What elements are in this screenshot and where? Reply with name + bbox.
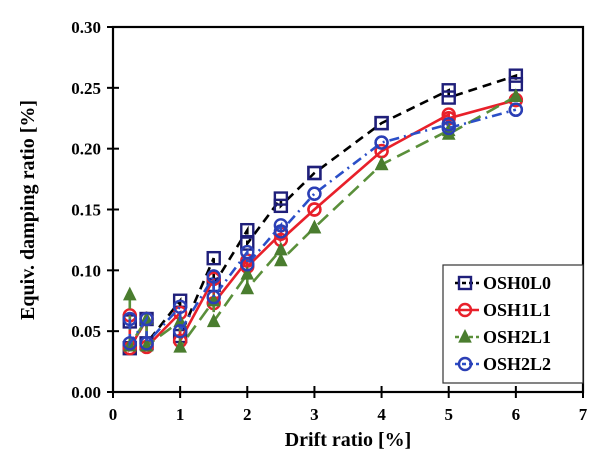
y-tick-label: 0.30: [71, 18, 101, 37]
x-tick-label: 4: [377, 405, 386, 424]
data-point: [122, 286, 137, 301]
data-point: [441, 120, 456, 136]
y-axis-title: Equiv. damping ratio [%]: [17, 100, 39, 320]
axes-layer: 0 1 2 3 4 5 6 7 0.00 0.05 0.10 0.15 0.20 0.25 0.30: [71, 18, 588, 424]
x-tick-label: 3: [310, 405, 319, 424]
data-point: [122, 311, 137, 327]
series-osh2l2: [122, 102, 524, 351]
x-tick-label: 2: [243, 405, 252, 424]
data-point: [273, 218, 289, 233]
legend-marker-open-circle-icon: [457, 356, 473, 372]
y-tick-label: 0.05: [71, 322, 101, 341]
y-tick-label: 0.25: [71, 79, 101, 98]
data-point: [441, 90, 456, 105]
legend-label: OSH2L1: [483, 327, 551, 347]
legend-label: OSH0L0: [483, 273, 551, 293]
legend-marker-triangle-icon: [458, 328, 472, 343]
data-point: [206, 313, 221, 328]
data-point: [307, 219, 322, 234]
data-point: [173, 338, 187, 353]
y-tick-label: 0.15: [71, 201, 101, 220]
series-line-osh2l1: [128, 95, 517, 351]
legend-item-osh1l1: OSH1L1: [455, 300, 551, 320]
data-point: [374, 115, 389, 131]
x-tick-label: 5: [444, 405, 453, 424]
y-tick-label: 0.10: [71, 261, 101, 280]
series-line-osh2l2: [128, 108, 517, 348]
data-point: [240, 222, 255, 238]
data-point: [122, 336, 137, 351]
legend-item-osh2l1: OSH2L1: [455, 327, 551, 347]
data-point: [274, 252, 288, 267]
data-point: [307, 202, 322, 217]
data-point: [508, 102, 524, 117]
data-point: [509, 88, 523, 103]
legend-item-osh0l0: OSH0L0: [455, 273, 551, 293]
legend: OSH0L0 OSH1L1 OSH2L1 OSH2L2: [442, 264, 584, 384]
x-tick-label: 0: [109, 405, 118, 424]
data-point: [374, 156, 389, 171]
data-point: [374, 135, 389, 150]
data-point: [206, 269, 221, 284]
data-point: [139, 336, 154, 351]
legend-marker-square-icon: [457, 275, 473, 291]
data-point: [273, 191, 289, 206]
data-point: [240, 265, 255, 280]
y-tick-label: 0.20: [71, 140, 101, 159]
x-tick-label: 1: [176, 405, 185, 424]
data-point: [240, 280, 255, 295]
data-point: [139, 311, 154, 327]
data-point: [307, 165, 322, 181]
y-tick-label: 0.00: [71, 383, 101, 402]
data-point: [273, 224, 289, 239]
legend-label: OSH1L1: [483, 300, 551, 320]
x-tick-label: 6: [512, 405, 521, 424]
legend-item-osh2l2: OSH2L2: [455, 354, 551, 374]
data-point: [172, 323, 188, 339]
data-point: [307, 186, 322, 201]
data-point: [508, 68, 524, 83]
data-point: [172, 299, 188, 315]
legend-marker-circle-icon: [457, 302, 473, 318]
data-point: [206, 250, 221, 266]
legend-box: [442, 264, 584, 384]
x-axis-title: Drift ratio [%]: [285, 429, 412, 451]
data-point: [240, 257, 255, 272]
x-tick-label: 7: [579, 405, 588, 424]
data-point: [240, 236, 255, 251]
data-point: [273, 198, 289, 214]
series-layer: [122, 68, 524, 356]
legend-label: OSH2L2: [483, 354, 551, 374]
data-point: [206, 289, 221, 305]
data-point: [441, 83, 456, 98]
